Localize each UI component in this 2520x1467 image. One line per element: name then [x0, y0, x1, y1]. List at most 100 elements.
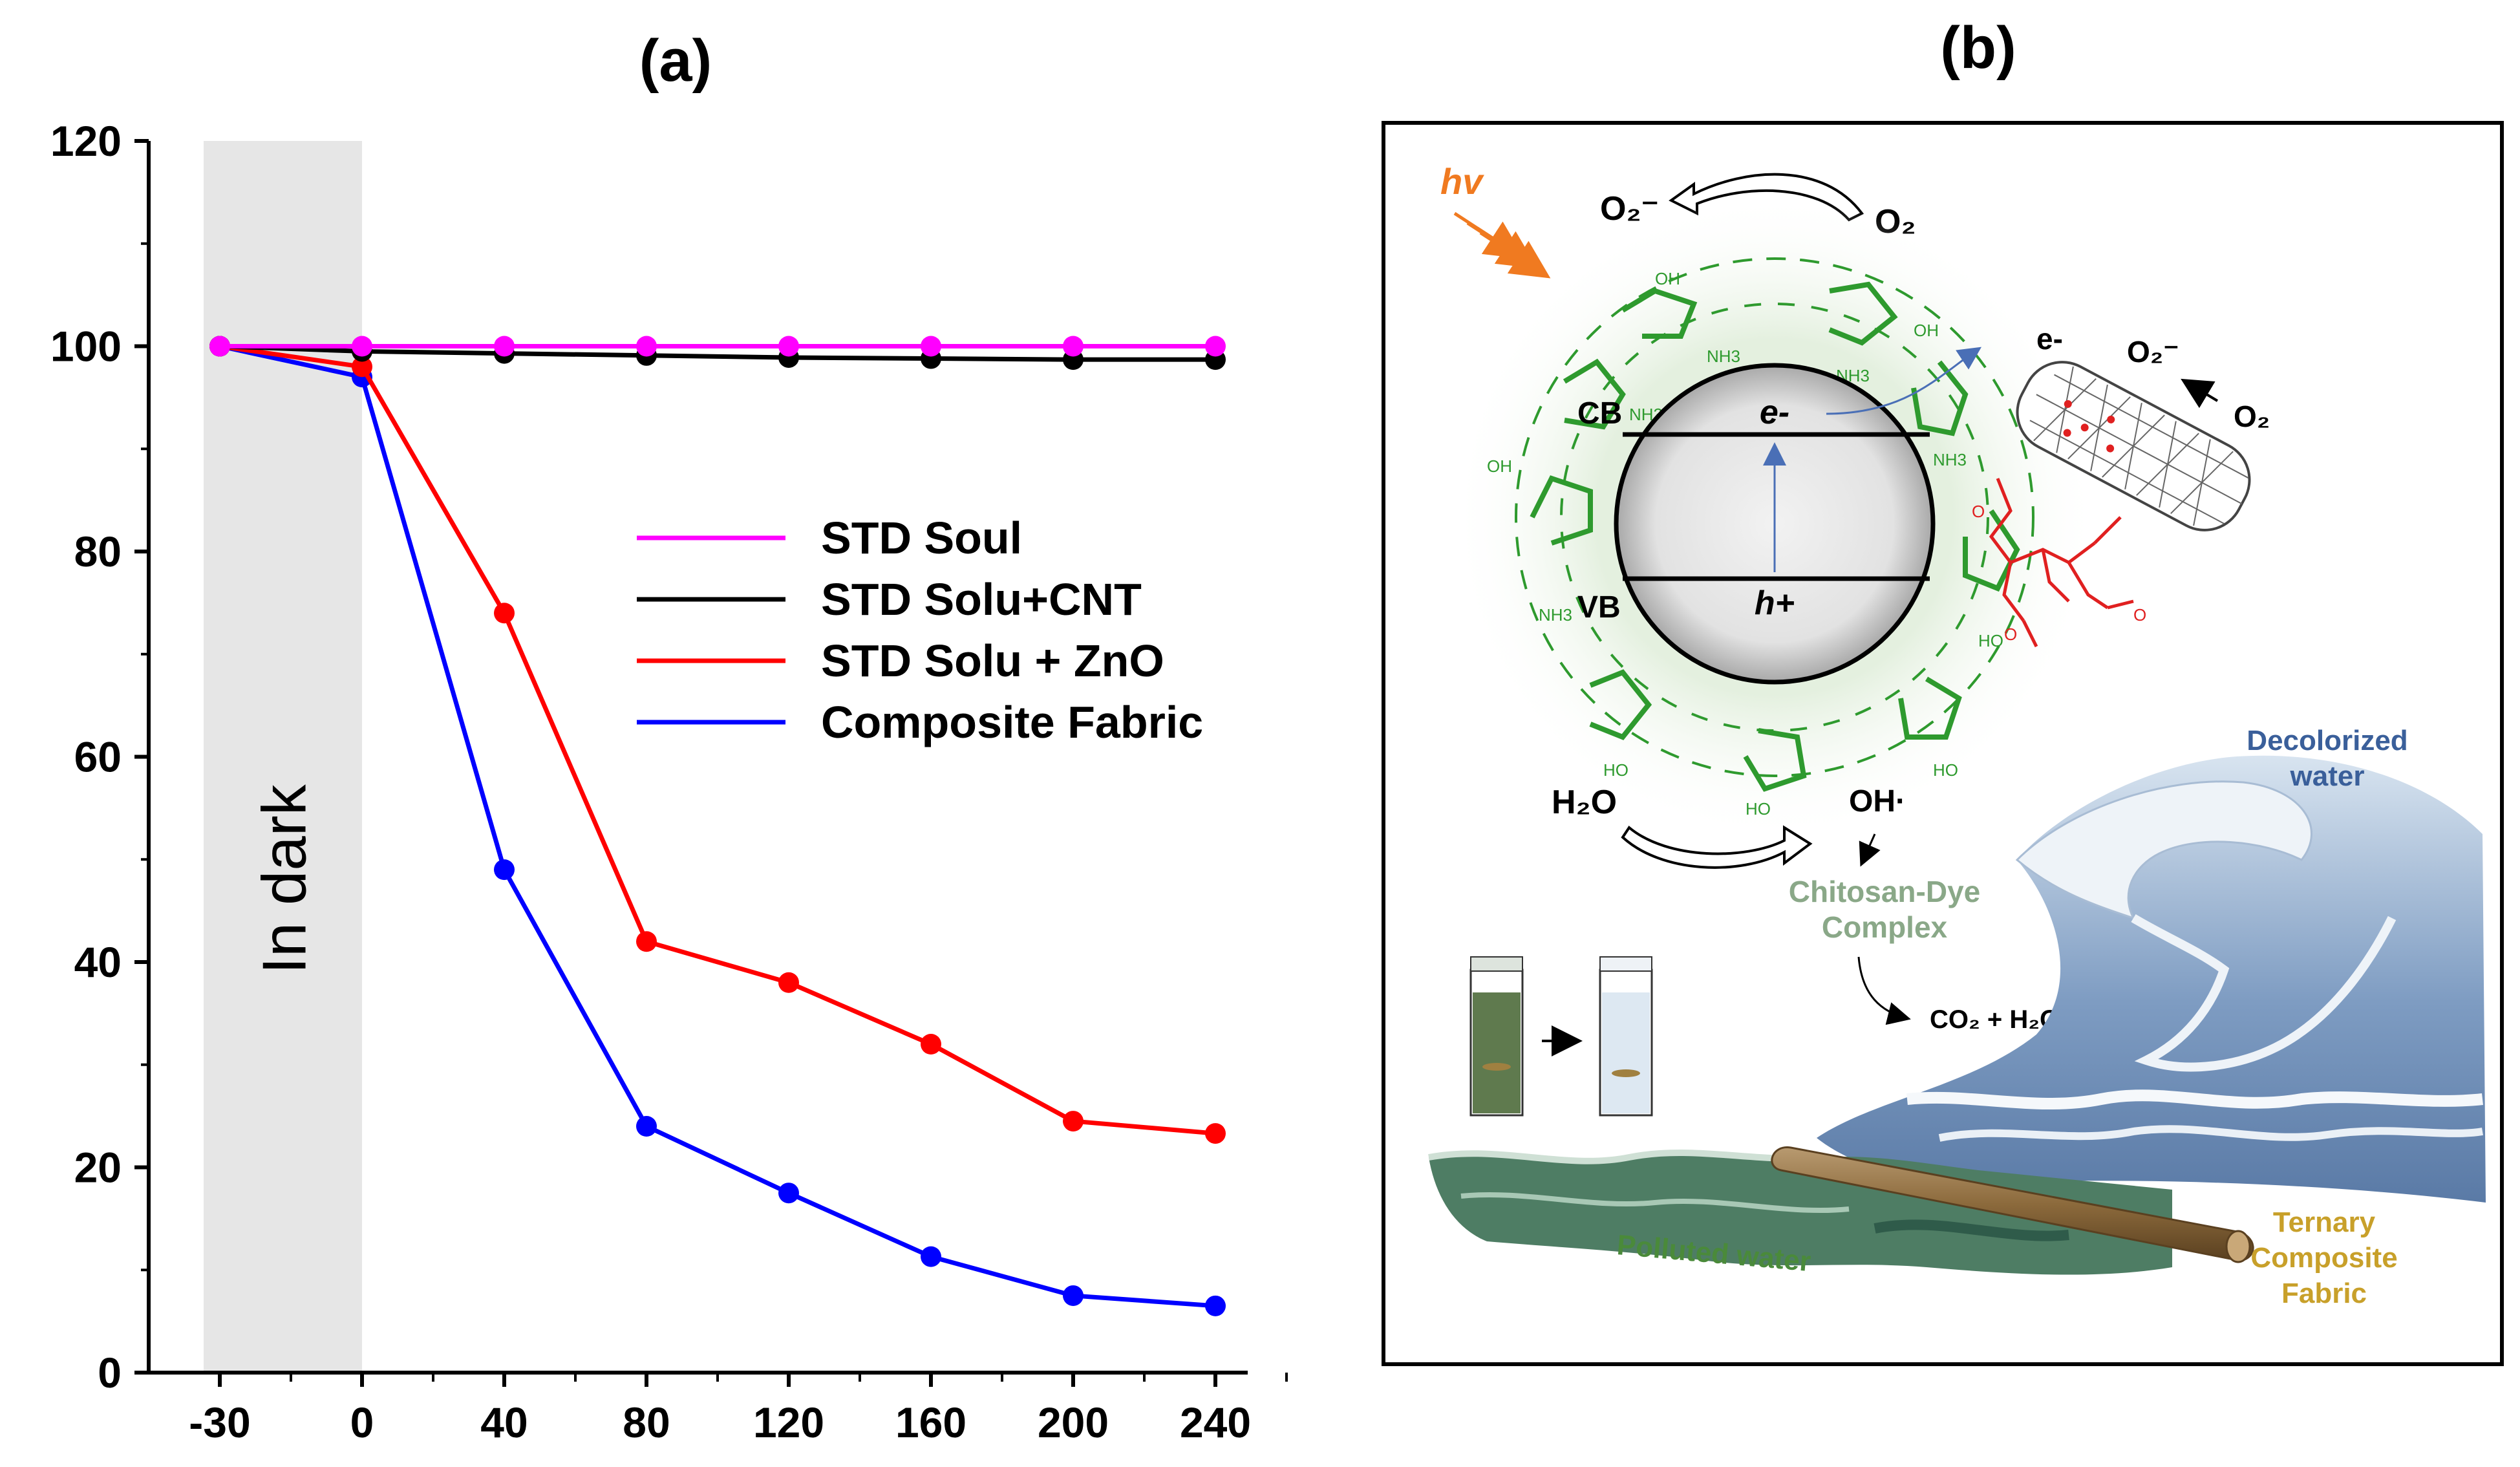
y-ticks: 0 20 40 60 80 100 120 [50, 117, 149, 1397]
data-point [1205, 336, 1226, 357]
legend-label: STD Solu + ZnO [821, 636, 1164, 686]
series-line [219, 344, 1216, 1309]
data-point [778, 336, 799, 357]
cnt-o2-label: O₂ [2234, 400, 2270, 433]
electron-label: e- [1760, 394, 1789, 431]
chitosan-ring [1515, 257, 2034, 792]
decolorized-label-1: Decolorized [2247, 725, 2408, 756]
ternary-label-2: Composite [2250, 1242, 2397, 1274]
diagram-panel-label: (b) [1940, 15, 2016, 81]
data-point [494, 336, 515, 357]
y-tick-label: 80 [74, 528, 122, 575]
decolorized-wave [1817, 755, 2486, 1203]
citric-linker [1989, 478, 2134, 648]
data-point [1063, 1111, 1084, 1132]
products-label: CO₂ + H₂O [1930, 1005, 2060, 1034]
data-point [636, 336, 657, 357]
x-ticks: -30 0 40 80 120 160 200 240 [189, 1373, 1288, 1446]
svg-text:HO: HO [1603, 760, 1628, 780]
svg-text:NH3: NH3 [1933, 450, 1967, 469]
x-tick-label: 0 [350, 1398, 374, 1446]
series-line [219, 344, 1215, 362]
x-tick-label: -30 [189, 1398, 250, 1446]
data-point [636, 1116, 657, 1137]
x-tick-label: 240 [1180, 1398, 1251, 1446]
hole-label: h+ [1755, 584, 1795, 622]
cnt-o2-radical-label: O₂⁻ [2127, 335, 2179, 369]
data-point [352, 356, 372, 378]
polluted-water [1428, 1149, 2172, 1275]
y-tick-label: 0 [98, 1349, 122, 1397]
y-tick-label: 20 [74, 1144, 122, 1192]
dark-region [204, 141, 362, 1373]
x-tick-label: 200 [1038, 1398, 1109, 1446]
diagram-panel: (b) [1382, 15, 2504, 1366]
x-tick-label: 80 [623, 1398, 670, 1446]
oh-down-arrow [1859, 833, 1881, 867]
x-tick-label: 160 [895, 1398, 966, 1446]
data-point [1205, 1295, 1226, 1316]
legend-label: Composite Fabric [821, 697, 1203, 747]
cb-label: CB [1577, 396, 1622, 431]
data-point [1063, 336, 1084, 357]
complex-label: Complex [1822, 910, 1948, 944]
chart-panel-label: (a) [639, 28, 712, 94]
data-point [352, 336, 372, 357]
legend-label: STD Soul [821, 513, 1022, 563]
oh-radical-label: OH· [1849, 784, 1906, 819]
svg-text:HO: HO [1933, 760, 1958, 780]
data-point [1205, 1123, 1226, 1144]
legend-label: STD Solu+CNT [821, 574, 1142, 625]
cnt-o2-arrow [2181, 378, 2219, 409]
data-point [921, 1246, 941, 1267]
svg-text:O: O [1972, 502, 1985, 521]
svg-text:O: O [2004, 625, 2017, 644]
y-tick-label: 100 [50, 323, 122, 370]
carbon-nanotube [2016, 361, 2251, 531]
ternary-label-1: Ternary [2273, 1206, 2376, 1238]
series-layer [209, 336, 1226, 1316]
chitosan-dye-label: Chitosan-Dye [1789, 875, 1980, 908]
svg-text:NH3: NH3 [1707, 347, 1740, 366]
h2o-label: H₂O [1552, 784, 1617, 821]
light-arrows [1453, 211, 1551, 279]
chart-panel: (a) In dark 0 20 40 60 80 100 120 -30 0 40 80 120 1… [50, 28, 1288, 1446]
dark-region-label: In dark [250, 784, 319, 974]
svg-text:OH: OH [1655, 269, 1680, 288]
legend: STD Soul STD Solu+CNT STD Solu + ZnO Compos… [637, 513, 1203, 747]
data-point [494, 859, 515, 881]
svg-text:O: O [2133, 605, 2146, 625]
cuvette-polluted [1469, 956, 1524, 1117]
data-point [1063, 1285, 1084, 1306]
data-point [494, 603, 515, 624]
data-point [636, 931, 657, 952]
composite-fabric-log [1771, 1146, 2254, 1263]
x-tick-label: 120 [753, 1398, 824, 1446]
series-line [219, 344, 1216, 1136]
ternary-label-3: Fabric [2281, 1278, 2367, 1309]
data-point [778, 972, 799, 993]
svg-text:NH3: NH3 [1539, 605, 1572, 625]
data-point [209, 336, 230, 357]
series-std-soul [209, 336, 1226, 357]
svg-text:OH: OH [1487, 456, 1512, 476]
y-tick-label: 40 [74, 938, 122, 986]
vb-label: VB [1577, 590, 1621, 625]
y-tick-label: 60 [74, 733, 122, 781]
hv-label: hv [1440, 161, 1484, 202]
chitosan-text-fragments: OH NH3 NH3 OH NH3 HO HO HO HO NH3 OH NH3 [1487, 269, 2003, 819]
cuvette-decolorized [1599, 956, 1653, 1117]
products-arrow [1857, 956, 1911, 1025]
y-tick-label: 120 [50, 117, 122, 165]
h2o-arrow [1621, 825, 1813, 869]
electron-transfer-arrow [1826, 347, 1981, 415]
data-point [921, 336, 941, 357]
data-point [921, 1034, 941, 1055]
data-point [778, 1183, 799, 1204]
svg-text:HO: HO [1978, 631, 2003, 650]
svg-text:HO: HO [1746, 799, 1771, 819]
x-tick-label: 40 [480, 1398, 528, 1446]
decolorized-label-2: water [2290, 760, 2365, 792]
svg-text:OH: OH [1914, 321, 1939, 340]
